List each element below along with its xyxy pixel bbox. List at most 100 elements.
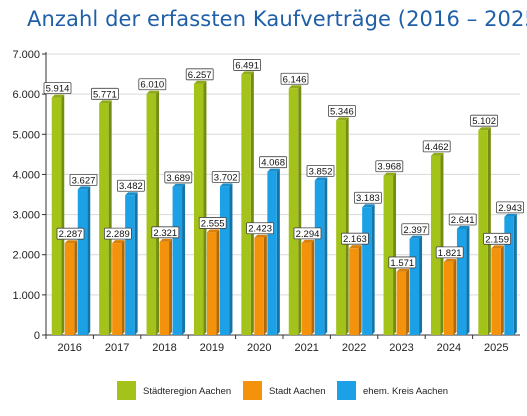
bar-front	[491, 248, 501, 335]
bar-top	[267, 168, 280, 172]
bar-side	[61, 94, 65, 335]
data-label-ehem-kreis-aachen-2023: 2.397	[401, 223, 430, 236]
bar-top	[125, 192, 138, 196]
data-label-box	[259, 156, 288, 169]
data-label-box	[164, 171, 193, 184]
legend: Städteregion Aachen Stadt Aachen ehem. Kre…	[117, 381, 448, 400]
bar-stadt-aachen-2018	[159, 238, 173, 335]
data-label-text: 2.159	[485, 234, 509, 245]
bar-ehem-kreis-aachen-2020	[267, 168, 280, 335]
bar-top	[409, 235, 423, 239]
bar-ehem-kreis-aachen-2019	[219, 183, 233, 335]
bar-front	[193, 83, 204, 335]
data-label-box	[104, 227, 132, 240]
data-label-staedteregion-aachen-2016: 5.914	[43, 82, 72, 95]
data-label-box	[91, 87, 119, 100]
bar-staedteregion-aachen-2022	[336, 117, 349, 335]
bar-stadt-aachen-2024	[443, 258, 457, 335]
data-label-box	[496, 201, 525, 214]
bar-top	[504, 213, 517, 217]
data-label-staedteregion-aachen-2020: 6.491	[233, 59, 262, 71]
data-label-box	[69, 174, 98, 186]
data-label-box	[375, 160, 404, 173]
bar-side	[263, 234, 267, 335]
bar-top	[362, 204, 375, 208]
bar-front	[64, 243, 75, 335]
data-label-text: 2.287	[59, 229, 83, 240]
bar-side	[466, 225, 470, 335]
data-label-text: 6.257	[188, 70, 212, 81]
data-label-text: 6.146	[283, 74, 307, 85]
bar-side	[419, 235, 423, 335]
bar-side	[134, 192, 138, 335]
data-label-ehem-kreis-aachen-2022: 3.183	[353, 191, 382, 204]
bar-side	[500, 245, 504, 335]
bar-top	[206, 229, 220, 233]
data-label-box	[211, 170, 240, 183]
bar-side	[216, 229, 220, 335]
data-label-box	[198, 217, 227, 229]
bar-front	[396, 271, 407, 335]
x-tick-label: 2023	[389, 342, 413, 354]
bar-stadt-aachen-2017	[112, 240, 125, 335]
x-tick-label: 2018	[152, 342, 176, 354]
data-label-text: 5.771	[93, 89, 117, 100]
data-label-text: 6.010	[140, 80, 164, 91]
axes	[42, 52, 520, 339]
bar-front	[288, 88, 299, 335]
bar-stadt-aachen-2023	[396, 268, 410, 335]
data-label-box	[327, 104, 356, 117]
data-label-text: 1.821	[438, 248, 462, 259]
data-label-stadt-aachen-2018: 2.321	[151, 226, 180, 239]
data-label-staedteregion-aachen-2023: 3.968	[375, 160, 404, 173]
bar-front	[219, 186, 230, 335]
legend-item-stadt-aachen: Stadt Aachen	[243, 381, 326, 400]
x-tick-label: 2021	[294, 342, 318, 354]
bar-side	[169, 238, 173, 335]
data-label-text: 2.423	[248, 224, 272, 235]
bar-top	[193, 80, 207, 84]
data-label-text: 3.482	[119, 181, 143, 192]
data-label-staedteregion-aachen-2021: 6.146	[280, 72, 309, 85]
data-label-box	[280, 72, 309, 85]
bar-stadt-aachen-2020	[254, 234, 267, 335]
bar-top	[396, 268, 410, 272]
bar-staedteregion-aachen-2017	[99, 100, 112, 335]
data-label-box	[448, 213, 477, 226]
legend-swatch	[117, 381, 136, 400]
bar-front	[51, 97, 62, 335]
data-label-box	[246, 222, 275, 235]
bar-side	[108, 100, 112, 335]
bar-front	[172, 186, 183, 335]
x-tick-label: 2022	[342, 342, 366, 354]
bar-side	[358, 245, 362, 335]
bar-side	[371, 204, 375, 335]
bar-staedteregion-aachen-2019	[193, 80, 207, 335]
bar-front	[125, 195, 135, 335]
data-label-box	[435, 246, 464, 259]
bar-staedteregion-aachen-2021	[288, 85, 302, 335]
y-tick-label: 1.000	[12, 290, 40, 302]
data-label-text: 4.462	[425, 142, 449, 153]
bar-side	[203, 80, 207, 335]
x-tick-label: 2019	[200, 342, 224, 354]
bar-front	[267, 171, 277, 335]
bar-side	[324, 177, 328, 335]
y-tick-label: 0	[34, 330, 40, 342]
data-label-ehem-kreis-aachen-2025: 2.943	[496, 201, 525, 214]
data-label-box	[353, 191, 382, 204]
bar-front	[362, 207, 372, 335]
bar-top	[430, 152, 444, 156]
bar-ehem-kreis-aachen-2017	[125, 192, 138, 335]
bar-front	[430, 155, 441, 335]
data-label-staedteregion-aachen-2017: 5.771	[91, 87, 119, 100]
data-label-stadt-aachen-2016: 2.287	[56, 227, 85, 240]
bar-staedteregion-aachen-2016	[51, 94, 65, 335]
bar-ehem-kreis-aachen-2025	[504, 213, 517, 335]
data-label-text: 5.102	[472, 116, 496, 127]
bar-staedteregion-aachen-2020	[241, 71, 254, 336]
bar-top	[112, 240, 125, 244]
data-label-box	[388, 256, 417, 269]
legend-item-staedteregion-aachen: Städteregion Aachen	[117, 381, 231, 400]
data-label-text: 2.641	[451, 215, 475, 226]
